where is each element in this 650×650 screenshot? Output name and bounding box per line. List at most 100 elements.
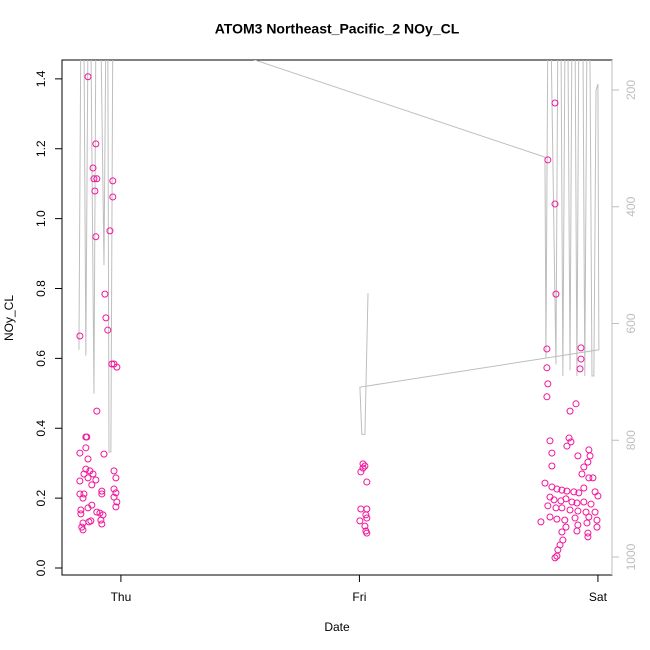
point [576,365,584,373]
point [537,518,545,526]
point [591,488,599,496]
y2-tick-label: 1000 [624,543,638,570]
point [359,464,367,472]
y2-tick-label: 400 [624,196,638,216]
point [112,474,120,482]
point [565,434,573,442]
point [546,437,554,445]
point [550,496,558,504]
point [357,468,365,476]
point [84,474,92,482]
point [91,187,99,195]
point [363,478,371,486]
point [574,452,582,460]
point [571,514,579,522]
point [92,476,100,484]
point [544,156,552,164]
point [567,438,575,446]
point [363,529,371,537]
point [584,458,592,466]
point [101,290,109,298]
point [566,407,574,415]
point [112,489,120,497]
point [544,502,552,510]
y-axis-label: NOy_CL [2,295,16,341]
point [553,552,561,560]
point [551,99,559,107]
point [543,364,551,372]
point [580,498,588,506]
x-axis-label: Date [324,620,350,634]
point [112,503,120,511]
point [108,360,116,368]
point [585,513,593,521]
point [558,486,566,494]
point [572,400,580,408]
point [594,492,602,500]
point [79,526,87,534]
pressure-line [78,60,600,453]
point [562,523,570,531]
point [79,519,87,527]
point [553,515,561,523]
point [577,344,585,352]
point [102,314,110,322]
point [575,489,583,497]
point [106,227,114,235]
point [570,488,578,496]
point [583,519,591,527]
point [584,533,592,541]
point [586,452,594,460]
y-tick-label: 0.6 [34,350,48,367]
point [574,507,582,515]
point [543,393,551,401]
point [577,355,585,363]
point [93,175,101,183]
y2-tick-label: 200 [624,80,638,100]
y2-tick-label: 800 [624,430,638,450]
plot-box [61,59,613,576]
point [568,498,576,506]
point [580,463,588,471]
point [77,510,85,518]
point [546,513,554,521]
y-tick-label: 1.4 [34,70,48,87]
x-tick-label: Thu [111,590,132,604]
point [110,467,118,475]
point [90,175,98,183]
x-tick-label: Sat [589,590,608,604]
point [361,522,369,530]
point [578,470,586,478]
point [363,505,371,513]
point [93,407,101,415]
y-tick-label: 0.8 [34,280,48,297]
point [80,490,88,498]
point [551,554,559,562]
point [593,523,601,531]
point [80,470,88,478]
point [98,490,106,498]
point [113,498,121,506]
point [84,504,92,512]
point [110,485,118,493]
point [84,73,92,81]
y-tick-label: 1.0 [34,210,48,227]
point [109,193,117,201]
y-tick-label: 0.2 [34,489,48,506]
point [77,506,85,514]
point [573,527,581,535]
point [544,380,552,388]
point [97,516,105,524]
point [566,506,574,514]
point [548,462,556,470]
point [574,521,582,529]
point [356,517,364,525]
point [580,484,588,492]
point [584,529,592,537]
point [113,363,121,371]
point [87,517,95,525]
point [593,516,601,524]
point [98,487,106,495]
point [587,500,595,508]
